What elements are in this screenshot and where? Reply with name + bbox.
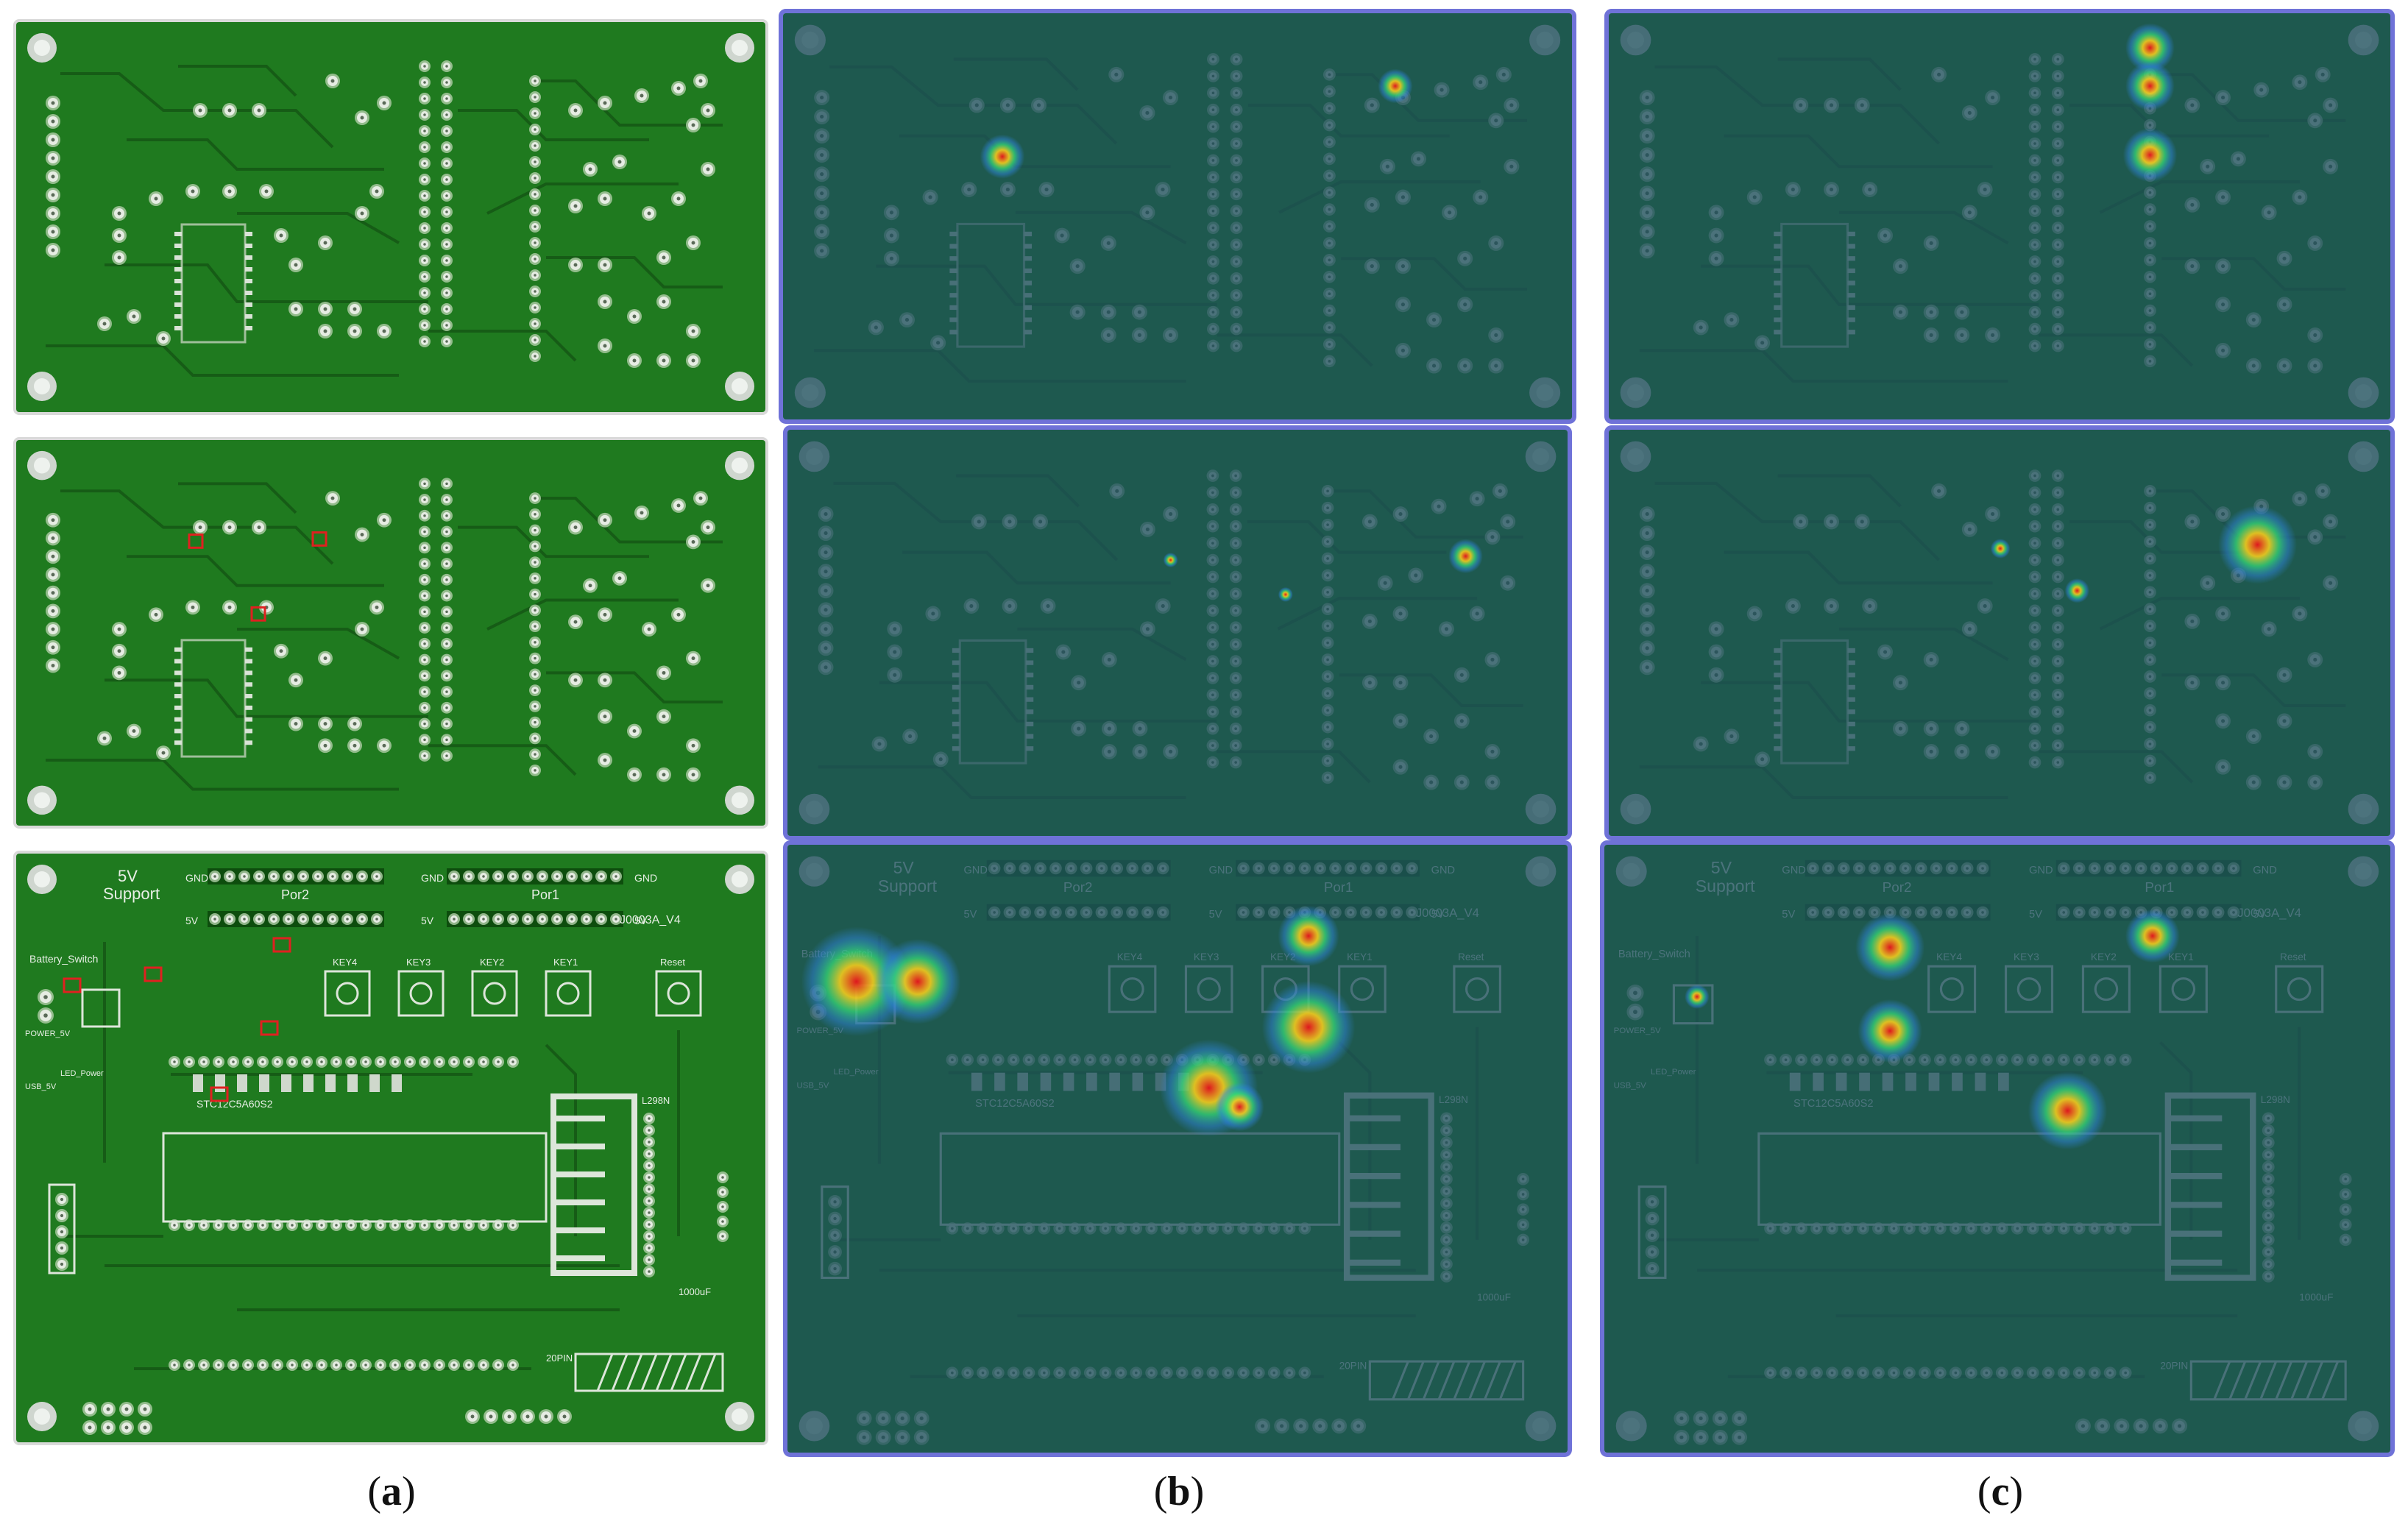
- svg-text:20PIN: 20PIN: [546, 1353, 573, 1364]
- svg-text:KEY1: KEY1: [553, 957, 578, 968]
- svg-text:Reset: Reset: [660, 957, 685, 968]
- svg-text:J0003A_V4: J0003A_V4: [620, 914, 681, 926]
- panel-c1-heatmap: [1609, 13, 2390, 419]
- svg-text:GND: GND: [185, 872, 208, 884]
- heatmap-image: [787, 430, 1568, 836]
- panel-c3-heatmap: Por2Por1GNDGNDGND5V5V5VJ0003A_V45VSuppor…: [1604, 845, 2390, 1453]
- panel-a3-original-pcb: Por2 Por1 GND GND GND 5V 5V 5V J0003A_V4 5V Suppor…: [16, 854, 765, 1442]
- heatmap-image: [1609, 430, 2390, 836]
- svg-text:1000uF: 1000uF: [679, 1286, 711, 1297]
- svg-text:Por2: Por2: [281, 887, 309, 902]
- svg-text:5V: 5V: [421, 915, 434, 926]
- svg-text:5V: 5V: [185, 915, 199, 926]
- svg-text:GND: GND: [421, 872, 444, 884]
- heatmap-image: Por2Por1GNDGNDGND5V5V5VJ0003A_V45VSuppor…: [787, 845, 1568, 1453]
- pcb-image: [16, 440, 765, 826]
- heatmap-image: [1609, 13, 2390, 419]
- panel-b2-heatmap: [787, 430, 1568, 836]
- svg-text:USB_5V: USB_5V: [25, 1082, 57, 1091]
- svg-text:5V: 5V: [634, 915, 648, 926]
- svg-text:GND: GND: [634, 872, 657, 884]
- panel-b3-heatmap: Por2Por1GNDGNDGND5V5V5VJ0003A_V45VSuppor…: [787, 845, 1568, 1453]
- svg-text:KEY2: KEY2: [480, 957, 504, 968]
- svg-text:Support: Support: [103, 885, 160, 903]
- svg-text:Por1: Por1: [531, 887, 559, 902]
- heatmap-image: Por2Por1GNDGNDGND5V5V5VJ0003A_V45VSuppor…: [1604, 845, 2390, 1453]
- panel-c2-heatmap: [1609, 430, 2390, 836]
- svg-text:Battery_Switch: Battery_Switch: [29, 953, 98, 965]
- svg-text:KEY3: KEY3: [406, 957, 431, 968]
- panel-b1-heatmap: [783, 13, 1572, 419]
- panel-a2-original-pcb: [16, 440, 765, 826]
- caption-c: (c): [1977, 1469, 2024, 1514]
- svg-text:KEY4: KEY4: [333, 957, 357, 968]
- caption-a: (a): [367, 1469, 416, 1514]
- caption-b: (b): [1153, 1469, 1205, 1514]
- svg-text:POWER_5V: POWER_5V: [25, 1029, 71, 1038]
- panel-a1-original-pcb: [16, 22, 765, 412]
- heatmap-image: [783, 13, 1572, 419]
- svg-text:STC12C5A60S2: STC12C5A60S2: [196, 1098, 273, 1110]
- svg-text:L298N: L298N: [642, 1095, 670, 1106]
- svg-text:LED_Power: LED_Power: [60, 1069, 104, 1078]
- pcb-image: [16, 22, 765, 412]
- svg-text:5V: 5V: [118, 867, 138, 885]
